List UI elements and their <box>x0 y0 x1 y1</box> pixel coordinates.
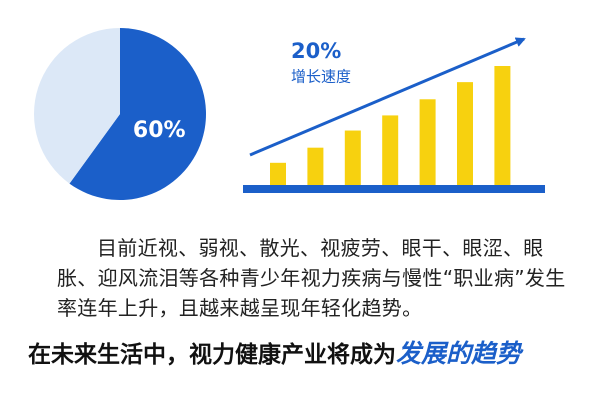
bar <box>307 147 324 186</box>
pie-slice <box>34 28 120 184</box>
charts: 60% 20% 增长速度 <box>34 28 545 201</box>
baseline <box>243 185 545 193</box>
pie-chart: 60% <box>34 28 207 201</box>
slice-label: 60% <box>133 118 186 143</box>
bar <box>382 115 399 186</box>
bar <box>419 99 436 186</box>
bar <box>344 130 361 186</box>
headline-highlight: 发展的趋势 <box>396 339 522 368</box>
pie-slice <box>69 28 207 201</box>
growth-value: 20% <box>291 39 341 63</box>
headline: 在未来生活中，视力健康产业将成为发展的趋势 <box>28 334 598 370</box>
growth-caption: 增长速度 <box>291 68 351 86</box>
body-text: 目前近视、弱视、散光、视疲劳、眼干、眼涩、眼胀、迎风流泪等各种青少年视力疾病与慢… <box>57 236 566 320</box>
growth-arrow <box>249 37 526 157</box>
bar-chart <box>243 66 545 193</box>
headline-text: 在未来生活中，视力健康产业将成为 <box>28 342 396 368</box>
bar <box>270 162 286 186</box>
bar <box>457 82 473 186</box>
bar <box>494 66 511 186</box>
